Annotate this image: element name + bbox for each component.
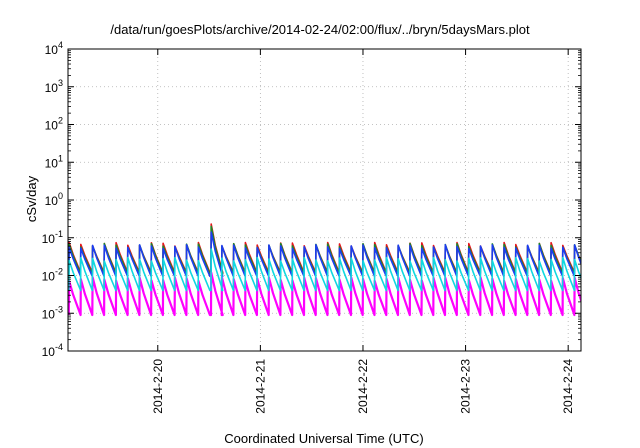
chart-title: /data/run/goesPlots/archive/2014-02-24/0… bbox=[110, 22, 530, 37]
x-tick-label: 2014-2-24 bbox=[561, 359, 575, 414]
x-tick-label: 2014-2-22 bbox=[356, 359, 370, 414]
y-tick-label: 104 bbox=[45, 40, 63, 57]
series-group bbox=[68, 223, 581, 317]
y-tick-label: 10-3 bbox=[42, 304, 63, 321]
series-line bbox=[68, 271, 581, 317]
y-tick-label: 10-4 bbox=[42, 342, 63, 359]
axis-ticks: 10-4 10-3 10-2 10-1 100 101 102 103 104 2014-2-20… bbox=[42, 40, 581, 414]
x-tick-label: 2014-2-21 bbox=[253, 359, 267, 414]
y-tick-label: 103 bbox=[45, 78, 63, 95]
y-tick-label: 10-2 bbox=[42, 267, 63, 284]
grid bbox=[68, 49, 581, 351]
y-tick-label: 100 bbox=[45, 191, 63, 208]
series-line bbox=[68, 248, 581, 292]
y-axis-label: cSv/day bbox=[24, 175, 39, 222]
y-tick-label: 10-1 bbox=[42, 229, 63, 246]
x-tick-label: 2014-2-23 bbox=[459, 359, 473, 414]
y-tick-label: 101 bbox=[45, 153, 63, 170]
series-line bbox=[68, 231, 581, 278]
x-axis-label: Coordinated Universal Time (UTC) bbox=[224, 431, 423, 446]
x-tick-label: 2014-2-20 bbox=[151, 359, 165, 414]
y-tick-label: 102 bbox=[45, 116, 63, 133]
